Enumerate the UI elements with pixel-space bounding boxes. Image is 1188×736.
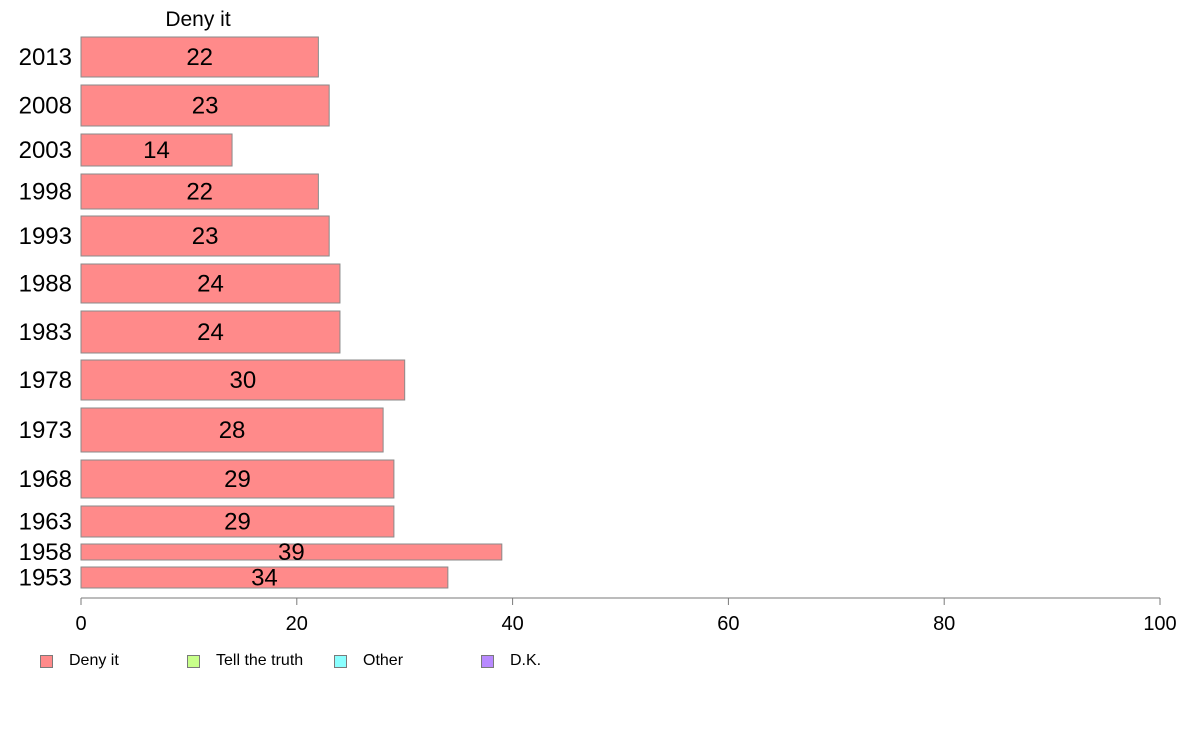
bar-1983 bbox=[80, 310, 341, 354]
data-label-1958: 39 bbox=[278, 539, 305, 566]
data-label-1968: 29 bbox=[224, 466, 251, 493]
bar-1953 bbox=[80, 566, 449, 589]
category-label-1998: 1998 bbox=[19, 179, 72, 206]
legend-item-dk: D.K. bbox=[481, 652, 541, 670]
legend-swatch-tell-the-truth bbox=[187, 654, 200, 668]
category-label-1983: 1983 bbox=[19, 319, 72, 346]
x-tick-label-80: 80 bbox=[933, 613, 955, 635]
bar-1978 bbox=[80, 359, 406, 401]
data-label-1963: 29 bbox=[224, 509, 251, 536]
data-label-2008: 23 bbox=[192, 93, 219, 120]
data-label-1953: 34 bbox=[251, 565, 278, 592]
bar-1958 bbox=[80, 543, 503, 561]
x-axis: 0 20 40 60 80 100 bbox=[75, 597, 1177, 635]
data-label-2013: 22 bbox=[186, 44, 213, 71]
bar-1998 bbox=[80, 173, 319, 210]
data-label-1998: 22 bbox=[186, 179, 213, 206]
category-label-1978: 1978 bbox=[19, 367, 72, 394]
legend-label-deny-it: Deny it bbox=[69, 652, 119, 669]
data-label-2003: 14 bbox=[143, 137, 170, 164]
category-label-1968: 1968 bbox=[19, 466, 72, 493]
bars-group: 2013 22 2008 23 2003 14 1998 22 1993 23 1988 24 1983… bbox=[19, 36, 503, 592]
category-label-1988: 1988 bbox=[19, 271, 72, 298]
category-label-2003: 2003 bbox=[19, 137, 72, 164]
bar-1993 bbox=[80, 215, 330, 257]
data-label-1973: 28 bbox=[219, 417, 246, 444]
category-label-1963: 1963 bbox=[19, 509, 72, 536]
x-tick-label-60: 60 bbox=[717, 613, 739, 635]
category-label-1953: 1953 bbox=[19, 565, 72, 592]
legend-swatch-other bbox=[334, 654, 347, 668]
category-label-1993: 1993 bbox=[19, 223, 72, 250]
data-label-1988: 24 bbox=[197, 271, 224, 298]
category-label-2013: 2013 bbox=[19, 44, 72, 71]
x-tick-label-40: 40 bbox=[501, 613, 523, 635]
legend-item-tell-the-truth: Tell the truth bbox=[187, 652, 303, 670]
bar-1988 bbox=[80, 263, 341, 304]
bar-1968 bbox=[80, 459, 395, 499]
data-label-1993: 23 bbox=[192, 223, 219, 250]
legend-item-deny-it: Deny it bbox=[40, 652, 119, 670]
chart-title: Deny it bbox=[165, 8, 231, 31]
bar-1963 bbox=[80, 505, 395, 538]
legend-label-dk: D.K. bbox=[510, 652, 542, 669]
category-label-1958: 1958 bbox=[19, 539, 72, 566]
bar-2013 bbox=[80, 36, 319, 78]
legend-label-other: Other bbox=[363, 652, 404, 669]
x-tick-label-0: 0 bbox=[75, 613, 86, 635]
bar-2003 bbox=[80, 133, 233, 167]
legend-item-other: Other bbox=[334, 652, 403, 670]
data-label-1983: 24 bbox=[197, 319, 224, 346]
legend-label-tell-the-truth: Tell the truth bbox=[216, 652, 304, 669]
bar-1973 bbox=[80, 407, 384, 453]
data-label-1978: 30 bbox=[229, 367, 256, 394]
legend-swatch-deny-it bbox=[40, 654, 53, 668]
legend-swatch-dk bbox=[481, 654, 494, 668]
x-tick-label-20: 20 bbox=[286, 613, 308, 635]
category-label-2008: 2008 bbox=[19, 93, 72, 120]
x-tick-label-100: 100 bbox=[1143, 613, 1176, 635]
category-label-1973: 1973 bbox=[19, 417, 72, 444]
bar-2008 bbox=[80, 84, 330, 127]
